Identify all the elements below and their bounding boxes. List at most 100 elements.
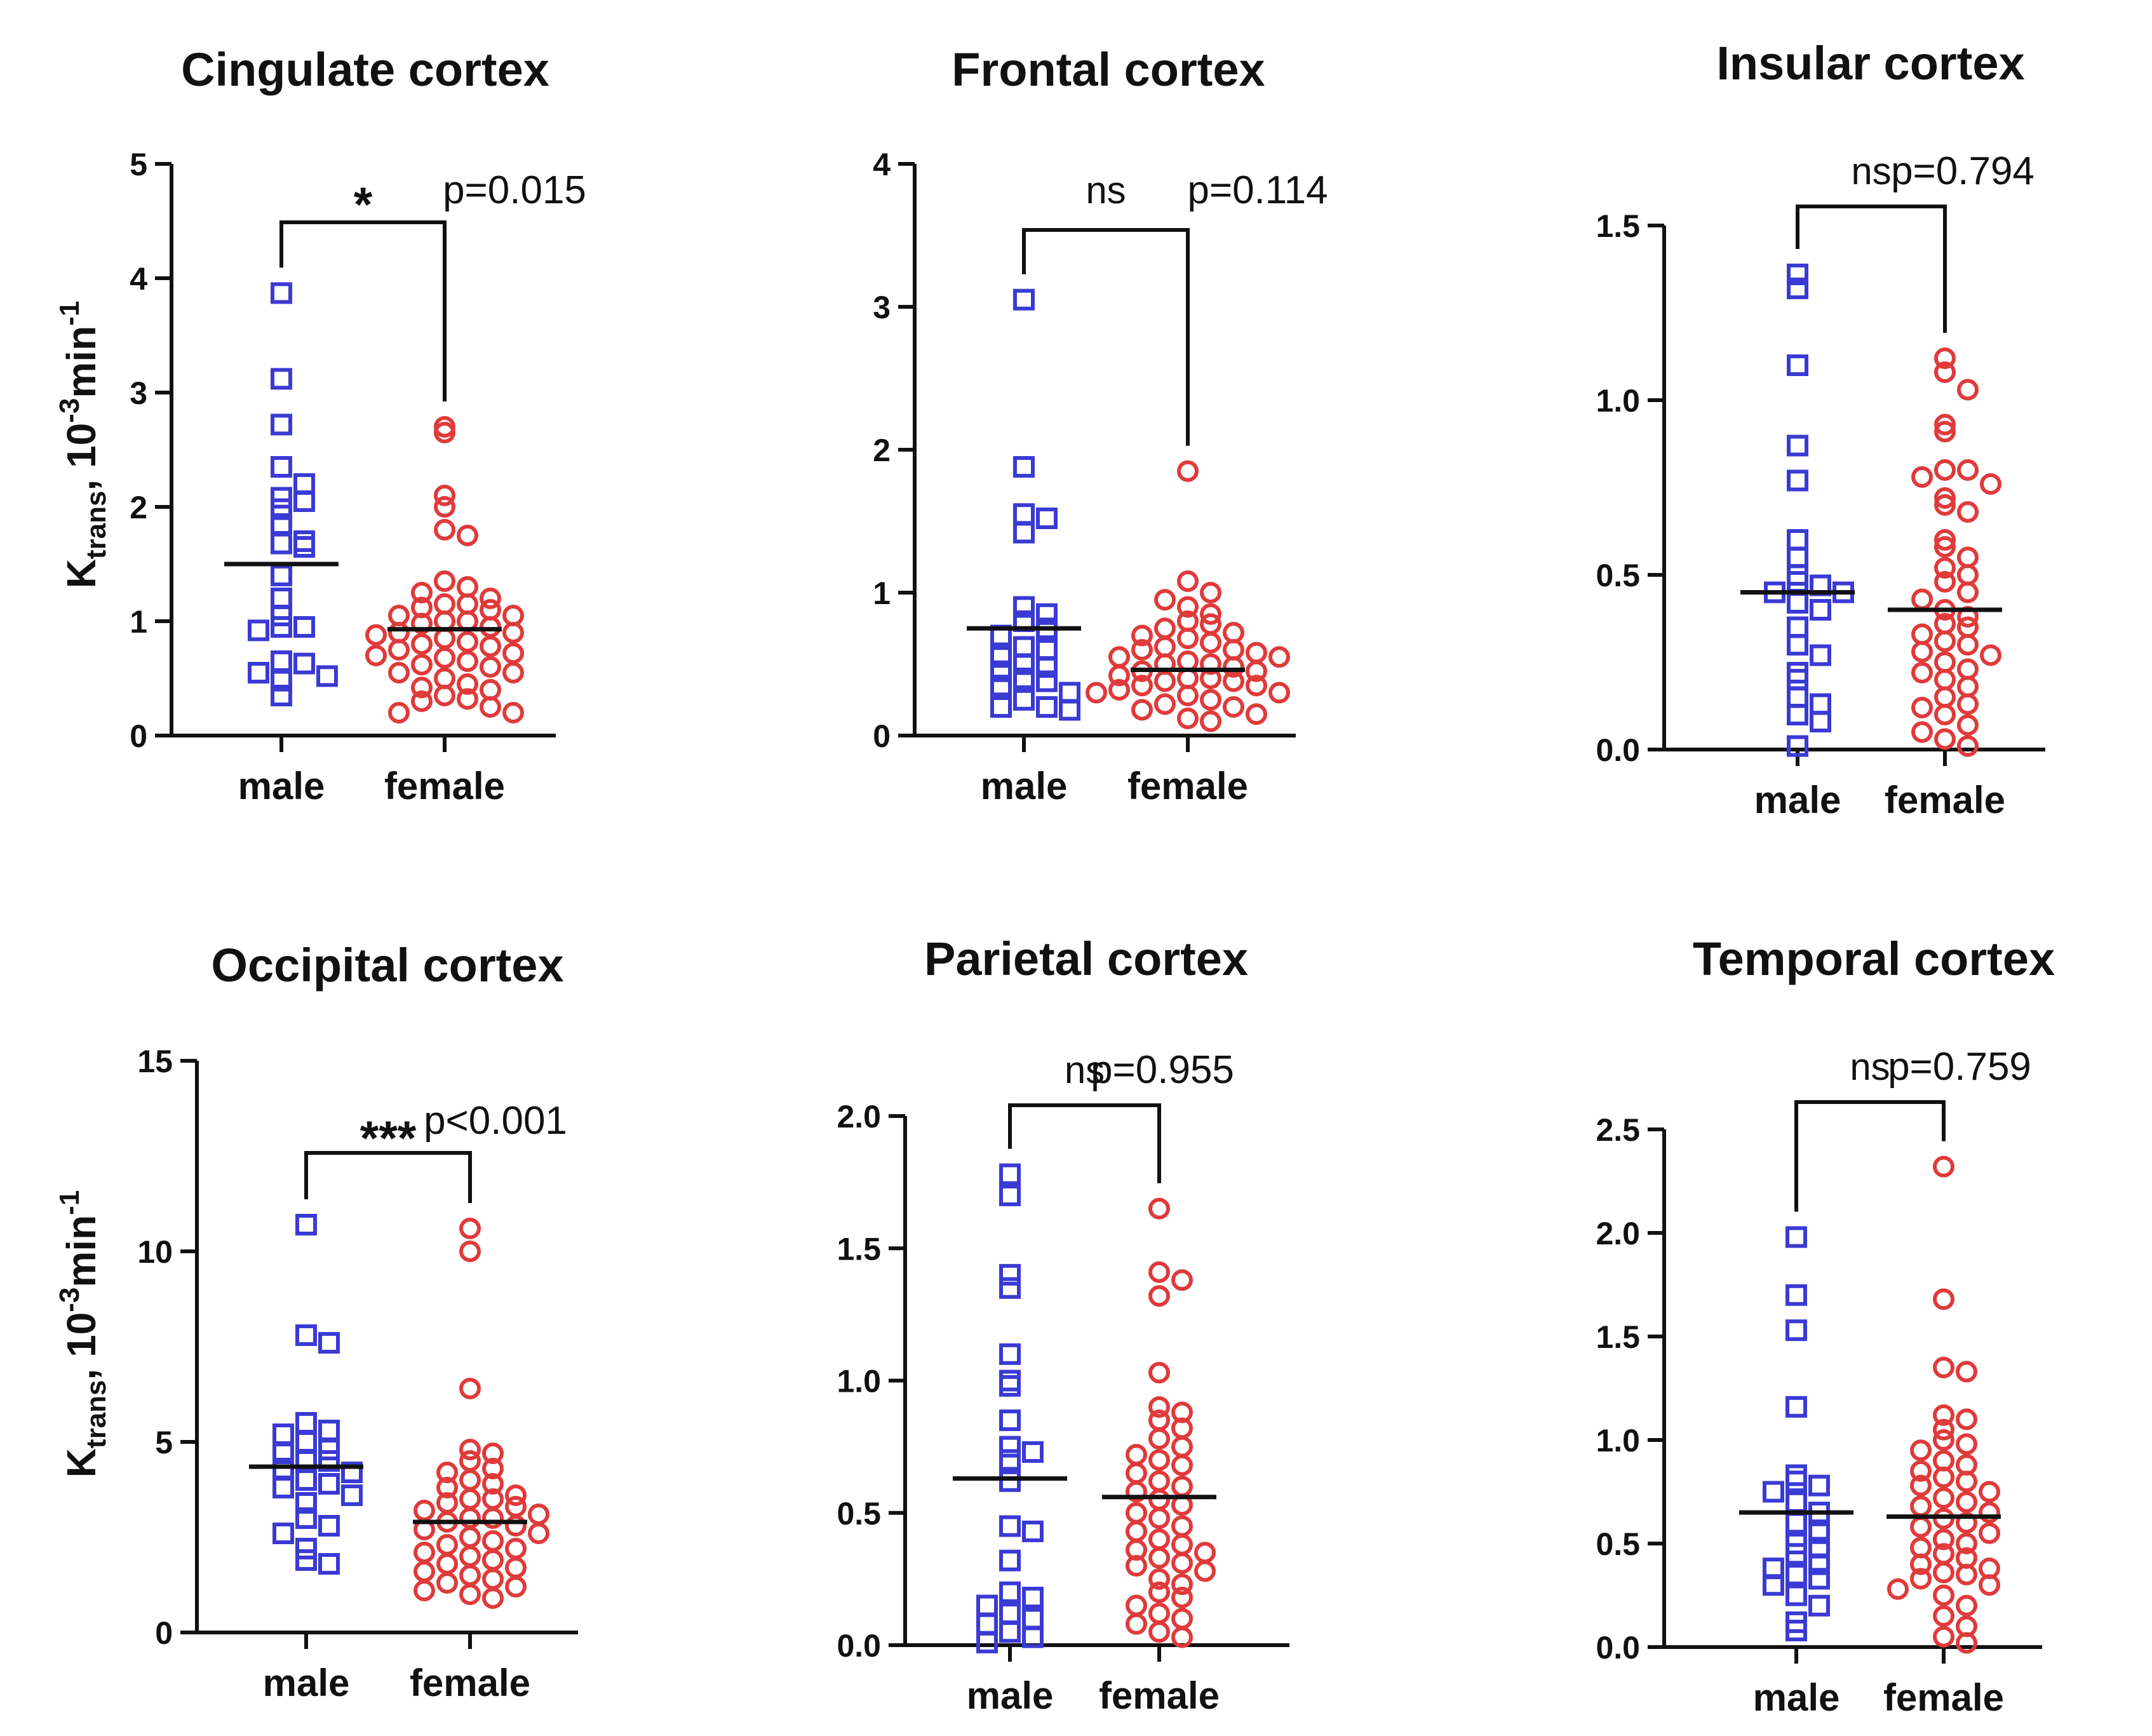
- data-point-female: [459, 1584, 481, 1605]
- data-point-female: [365, 645, 387, 666]
- data-point-female: [1933, 1429, 1954, 1451]
- data-point-female: [1154, 670, 1176, 692]
- data-point-female: [1246, 703, 1267, 725]
- data-point-female: [502, 662, 524, 683]
- x-category-label: male: [1753, 1676, 1840, 1719]
- data-point-male: [1808, 1474, 1830, 1497]
- data-point-female: [434, 593, 455, 615]
- data-point-female: [1934, 571, 1956, 593]
- data-point-female: [457, 525, 478, 546]
- data-point-male: [999, 1603, 1021, 1625]
- y-tick-label: 3: [130, 375, 147, 411]
- data-point-male: [1787, 529, 1808, 551]
- data-point-male: [999, 1549, 1021, 1571]
- data-point-male: [248, 662, 269, 683]
- data-point-male: [295, 1538, 317, 1559]
- data-point-female: [1957, 564, 1979, 586]
- data-point-female: [1171, 1573, 1193, 1596]
- data-point-female: [1086, 682, 1107, 704]
- data-point-male: [990, 696, 1012, 718]
- data-point-female: [1934, 347, 1956, 369]
- ylabel-k: K: [58, 1448, 104, 1477]
- significance-bracket: [1008, 1103, 1161, 1183]
- data-point-female: [1223, 696, 1244, 718]
- data-point-female: [1177, 460, 1199, 482]
- y-tick-label: 5: [130, 147, 147, 182]
- data-point-female: [1911, 641, 1933, 663]
- data-point-female: [459, 1545, 481, 1567]
- significance-label: ns: [1065, 1049, 1105, 1091]
- data-point-male: [293, 536, 315, 558]
- data-point-male: [1785, 1563, 1807, 1585]
- data-point-female: [1911, 623, 1933, 645]
- data-point-male: [999, 1163, 1021, 1185]
- data-point-male: [1022, 1626, 1044, 1648]
- data-point-female: [388, 662, 410, 683]
- data-point-female: [1957, 658, 1979, 680]
- data-point-female: [388, 639, 410, 661]
- data-point-male: [1810, 599, 1831, 621]
- data-point-male: [1036, 696, 1058, 718]
- data-point-female: [1933, 1487, 1954, 1509]
- y-tick-label: 4: [873, 147, 891, 182]
- data-point-male: [1059, 699, 1080, 721]
- data-point-female: [1957, 714, 1979, 736]
- ylabel-unit-pre: , 10: [58, 423, 104, 491]
- data-point-male: [999, 1449, 1021, 1471]
- data-point-male: [1787, 592, 1808, 614]
- data-point-female: [1934, 728, 1956, 750]
- data-point-male: [999, 1263, 1021, 1286]
- data-point-female: [528, 1504, 549, 1525]
- data-point-female: [1934, 686, 1956, 708]
- data-point-male: [1036, 639, 1058, 661]
- chart-title: Frontal cortex: [952, 43, 1265, 96]
- x-category-label: male: [981, 765, 1068, 807]
- data-point-male: [1787, 634, 1808, 656]
- ylabel-sub: trans: [81, 490, 112, 559]
- data-point-female: [1934, 669, 1956, 690]
- data-point-female: [480, 599, 501, 621]
- data-point-female: [480, 635, 501, 657]
- data-point-male: [1808, 1594, 1830, 1617]
- data-point-female: [1887, 1578, 1909, 1600]
- data-point-female: [459, 1507, 481, 1529]
- data-point-female: [1956, 1361, 1977, 1383]
- data-point-female: [1246, 642, 1267, 664]
- data-point-female: [1979, 1574, 2000, 1596]
- data-point-female: [1934, 414, 1956, 436]
- data-point-female: [459, 1218, 481, 1239]
- significance-bracket: [304, 1151, 472, 1203]
- data-point-male: [271, 670, 292, 692]
- data-point-female: [434, 485, 455, 506]
- data-point-female: [1934, 630, 1956, 652]
- data-point-female: [1957, 693, 1979, 715]
- data-point-female: [411, 582, 433, 603]
- data-point-female: [1148, 1528, 1170, 1551]
- data-point-female: [411, 612, 433, 635]
- data-point-male: [1022, 1587, 1044, 1609]
- data-point-female: [1177, 570, 1199, 592]
- data-point-male: [999, 1515, 1021, 1537]
- p-value-label: p=0.015: [443, 168, 586, 212]
- data-point-female: [502, 702, 524, 723]
- data-point-male: [341, 1462, 363, 1483]
- data-point-male: [999, 1581, 1021, 1603]
- data-point-male: [999, 1470, 1021, 1492]
- data-point-female: [1933, 1625, 1954, 1648]
- data-point-male: [1013, 653, 1035, 675]
- data-point-female: [1979, 1481, 2000, 1503]
- data-point-female: [434, 519, 455, 541]
- data-point-female: [1957, 546, 1979, 569]
- significance-label: ns: [1850, 1046, 1890, 1088]
- data-point-male: [271, 616, 292, 638]
- y-tick-label: 1.0: [1596, 383, 1640, 419]
- data-point-male: [1785, 1464, 1807, 1486]
- data-point-female: [1934, 704, 1956, 725]
- data-point-female: [1956, 1512, 1977, 1534]
- x-category-label: male: [967, 1674, 1054, 1717]
- data-point-male: [318, 1515, 340, 1537]
- ylabel-sup2: -1: [54, 1190, 85, 1215]
- data-point-male: [1785, 1226, 1807, 1248]
- data-point-male: [999, 1621, 1021, 1643]
